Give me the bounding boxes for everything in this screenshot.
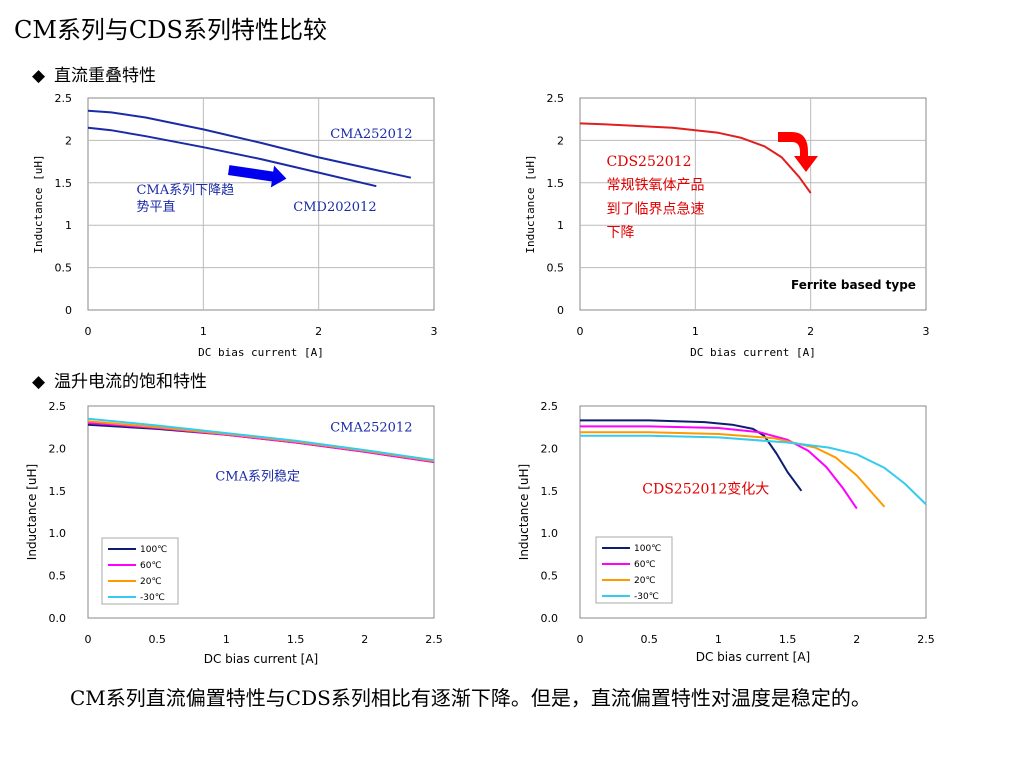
- legend-label: 100℃: [634, 544, 661, 554]
- x-tick-label: 2: [853, 633, 860, 646]
- y-tick-label: 1.0: [541, 527, 559, 540]
- plot-area: [87, 97, 435, 311]
- y-tick-label: 2.0: [49, 442, 67, 455]
- x-tick-label: 1: [200, 325, 207, 338]
- bullet-diamond-icon: ◆: [32, 66, 46, 86]
- x-tick-label: 2: [807, 325, 814, 338]
- x-tick-label: 2: [361, 633, 368, 646]
- series-line-1: [579, 122, 812, 194]
- x-tick-label: 3: [923, 325, 930, 338]
- x-axis-label: DC bias current [A]: [690, 346, 816, 359]
- y-tick-label: 2: [557, 134, 564, 147]
- chart-annotation: CMA252012: [330, 127, 412, 142]
- legend-label: 20℃: [140, 577, 162, 587]
- conclusion-note: CM系列直流偏置特性与CDS系列相比有逐渐下降。但是，直流偏置特性对温度是稳定的…: [70, 686, 871, 710]
- legend-label: 60℃: [140, 561, 162, 571]
- y-tick-label: 0.0: [541, 612, 559, 625]
- legend-label: -30℃: [140, 593, 165, 603]
- x-tick-label: 0: [85, 633, 92, 646]
- chart-1: 0 1 2 3 0 0.5 1 1.5 2 2.5 DC bias current [A] Induc…: [32, 92, 438, 359]
- x-tick-label: 3: [431, 325, 438, 338]
- chart-3: 0 0.5 1 1.5 2 2.5 0.0 0.5 1.0 1.5 2.0 2.5 DC bias cu…: [25, 400, 443, 666]
- y-axis-label: Inductance [uH]: [517, 464, 531, 560]
- y-tick-label: 2.5: [547, 92, 565, 105]
- y-tick-label: 1: [557, 219, 564, 232]
- y-tick-label: 0.5: [541, 570, 559, 583]
- chart-annotation: CDS252012: [607, 154, 692, 170]
- x-tick-label: 2: [315, 325, 322, 338]
- x-tick-label: 1: [223, 633, 230, 646]
- section-heading-temp-rise: ◆ 温升电流的饱和特性: [32, 371, 207, 393]
- section-label: 温升电流的饱和特性: [54, 372, 207, 392]
- chart-annotation: 势平直: [136, 199, 175, 215]
- x-tick-label: 0.5: [148, 633, 166, 646]
- bullet-diamond-icon: ◆: [32, 372, 46, 392]
- x-tick-label: 0: [577, 633, 584, 646]
- series-line-1: [87, 109, 412, 179]
- x-tick-label: 0: [577, 325, 584, 338]
- x-tick-label: 1.5: [779, 633, 797, 646]
- trend-arrow-icon: [228, 165, 287, 188]
- chart-annotation: 下降: [607, 225, 635, 241]
- series-line-1: [580, 419, 803, 492]
- bent-arrow-icon: [778, 132, 818, 172]
- y-tick-label: 1.5: [55, 177, 73, 190]
- y-tick-label: 1.0: [49, 527, 67, 540]
- y-tick-label: 1.5: [49, 485, 67, 498]
- y-tick-label: 2.5: [49, 400, 67, 413]
- x-tick-label: 0: [85, 325, 92, 338]
- chart-annotation: CDS252012变化大: [642, 481, 769, 497]
- x-axis-label: DC bias current [A]: [696, 650, 810, 664]
- series-line-2: [87, 126, 377, 188]
- legend-label: 100℃: [140, 545, 167, 555]
- y-axis-label: Inductance [uH]: [25, 464, 39, 560]
- chart-2: 0 1 2 3 0 0.5 1 1.5 2 2.5 DC bias current [A] Induc…: [524, 92, 930, 359]
- y-tick-label: 0.5: [55, 262, 73, 275]
- chart-annotation: CMA252012: [330, 420, 412, 435]
- chart-legend: 100℃ 60℃ 20℃ -30℃: [101, 537, 179, 605]
- legend-label: 60℃: [634, 560, 656, 570]
- y-tick-label: 1.5: [541, 485, 559, 498]
- bent-arrow-shape: [778, 132, 818, 172]
- chart-annotation: CMD202012: [293, 200, 376, 215]
- x-axis-label: DC bias current [A]: [204, 652, 318, 666]
- slide-title: CM系列与CDS系列特性比较: [14, 16, 327, 44]
- y-tick-label: 0: [557, 304, 564, 317]
- x-tick-label: 1: [692, 325, 699, 338]
- x-tick-label: 2.5: [917, 633, 935, 646]
- x-tick-label: 2.5: [425, 633, 443, 646]
- y-tick-label: 0.5: [49, 570, 67, 583]
- legend-label: 20℃: [634, 576, 656, 586]
- chart-annotation: 到了临界点急速: [607, 201, 705, 217]
- series-line-4: [580, 434, 927, 506]
- y-axis-label: Inductance [uH]: [524, 154, 537, 253]
- chart-annotation: 常规铁氧体产品: [607, 178, 705, 194]
- chart-annotation: CMA系列下降趋: [136, 183, 234, 198]
- y-tick-label: 1.5: [547, 177, 565, 190]
- series-line-2: [580, 425, 858, 510]
- y-tick-label: 1: [65, 219, 72, 232]
- y-tick-label: 2.0: [541, 442, 559, 455]
- x-axis-label: DC bias current [A]: [198, 346, 324, 359]
- section-heading-dc-superposition: ◆ 直流重叠特性: [32, 65, 156, 87]
- x-tick-label: 1: [715, 633, 722, 646]
- chart-annotation: CMA系列稳定: [215, 469, 300, 485]
- y-tick-label: 0: [65, 304, 72, 317]
- y-tick-label: 0.5: [547, 262, 565, 275]
- section-label: 直流重叠特性: [54, 66, 156, 86]
- y-tick-label: 2.5: [55, 92, 73, 105]
- chart-4: 0 0.5 1 1.5 2 2.5 0.0 0.5 1.0 1.5 2.0 2.5 DC bias cu…: [517, 400, 935, 664]
- y-tick-label: 2.5: [541, 400, 559, 413]
- y-axis-label: Inductance [uH]: [32, 154, 45, 253]
- chart-annotation: Ferrite based type: [791, 278, 916, 292]
- x-tick-label: 0.5: [640, 633, 658, 646]
- y-tick-label: 0.0: [49, 612, 67, 625]
- legend-label: -30℃: [634, 592, 659, 602]
- plot-area: [579, 97, 927, 311]
- y-tick-label: 2: [65, 134, 72, 147]
- chart-legend: 100℃ 60℃ 20℃ -30℃: [595, 536, 673, 604]
- series-line-4: [87, 417, 435, 462]
- x-tick-label: 1.5: [287, 633, 305, 646]
